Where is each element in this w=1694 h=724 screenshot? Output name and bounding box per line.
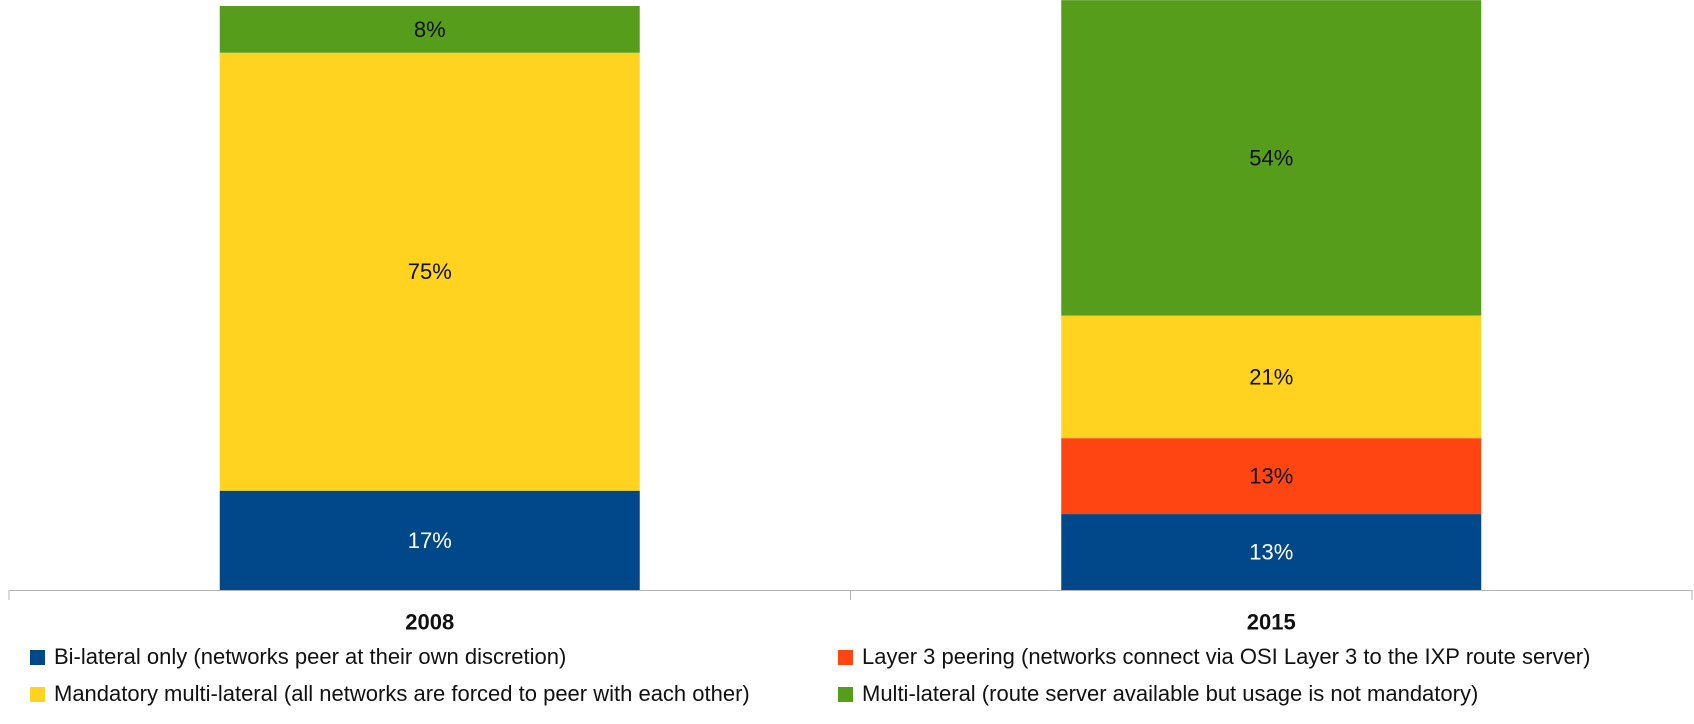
legend-label: Multi-lateral (route server available bu…	[862, 681, 1479, 706]
legend-label: Layer 3 peering (networks connect via OS…	[862, 644, 1591, 669]
data-label-2008-series-4: 8%	[414, 17, 446, 42]
legend-swatch	[838, 649, 853, 665]
bars-layer	[219, 0, 1482, 590]
bar-segment-2008-series-1	[219, 490, 640, 590]
bar-segment-2015-series-1	[1061, 514, 1482, 590]
data-label-2008-series-1: 17%	[408, 528, 452, 553]
legend-swatch	[30, 649, 45, 665]
legend-swatch	[838, 686, 853, 702]
legend-label: Bi-lateral only (networks peer at their …	[54, 644, 567, 669]
legend-item-series-4: Multi-lateral (route server available bu…	[838, 681, 1478, 707]
x-axis: 2008 2015	[8, 590, 1693, 635]
legend-swatch	[30, 686, 45, 702]
bar-segment-2015-series-3	[1061, 315, 1482, 439]
legend-item-series-3: Mandatory multi-lateral (all networks ar…	[30, 681, 750, 707]
data-label-2015-series-3: 21%	[1249, 364, 1293, 389]
data-label-2015-series-2: 13%	[1249, 464, 1293, 489]
stacked-bar-chart: 2008 2015 17% 75% 8% 13% 13% 21% 54%	[8, 0, 1693, 635]
data-label-2015-series-4: 54%	[1249, 145, 1293, 170]
data-label-2008-series-3: 75%	[408, 259, 452, 284]
x-tick-label-2015: 2015	[1247, 610, 1296, 635]
bar-segment-2008-series-3	[219, 52, 640, 491]
x-tick-label-2008: 2008	[405, 610, 454, 635]
bar-segment-2015-series-4	[1061, 0, 1482, 316]
legend-item-series-1: Bi-lateral only (networks peer at their …	[30, 644, 566, 670]
legend-item-series-2: Layer 3 peering (networks connect via OS…	[838, 644, 1590, 670]
data-labels-layer: 17% 75% 8% 13% 13% 21% 54%	[408, 17, 1294, 565]
data-label-2015-series-1: 13%	[1249, 540, 1293, 565]
bar-segment-2008-series-4	[219, 6, 640, 53]
legend-label: Mandatory multi-lateral (all networks ar…	[54, 681, 750, 706]
bar-segment-2015-series-2	[1061, 438, 1482, 515]
